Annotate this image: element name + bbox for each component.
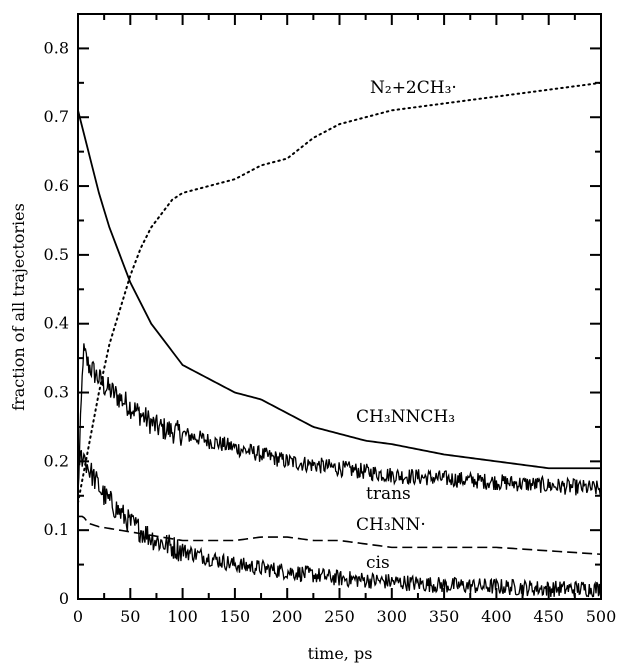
x-tick-label: 250 [324,607,355,626]
ch3nn-line [78,515,602,556]
series-label-cis: cis [366,553,390,573]
series-label-ch3nn: CH₃NN· [356,515,426,535]
y-tick-label: 0.3 [44,383,69,402]
x-tick-label: 200 [272,607,303,626]
x-axis-label: time, ps [308,644,373,663]
y-tick-label: 0.5 [44,245,69,264]
y-tick-label: 0.2 [44,451,69,470]
tick-marks [77,13,602,600]
x-tick-label: 500 [586,607,617,626]
x-tick-label: 0 [73,607,83,626]
n2-2ch3-line [77,81,602,504]
x-tick-label: 400 [481,607,512,626]
x-tick-label: 50 [120,607,140,626]
y-tick-label: 0.6 [44,176,69,195]
y-tick-label: 0.8 [44,38,69,57]
x-tick-label: 300 [377,607,408,626]
x-tick-label: 450 [533,607,564,626]
x-tick-labels: 0 50 100 150 200 250 300 350 400 450 500 [73,607,616,626]
series-label-ch3nnch3: CH₃NNCH₃ [356,407,455,427]
y-axis-label: fraction of all trajectories [9,203,28,411]
y-tick-label: 0.7 [44,107,69,126]
cis-line [77,447,602,598]
series-lines [77,81,602,598]
trans-line [77,343,602,496]
x-tick-label: 350 [429,607,460,626]
y-tick-labels: 0 0.1 0.2 0.3 0.4 0.5 0.6 0.7 0.8 [44,38,69,608]
ch3nnch3-line [77,110,601,470]
y-tick-label: 0.4 [44,314,69,333]
x-tick-label: 150 [220,607,251,626]
x-tick-label: 100 [167,607,198,626]
series-label-trans: trans [366,484,411,504]
y-tick-label: 0.1 [44,520,69,539]
y-tick-label: 0 [59,589,69,608]
series-label-n2-2ch3: N₂+2CH₃· [370,78,457,98]
plot-frame [77,13,602,600]
